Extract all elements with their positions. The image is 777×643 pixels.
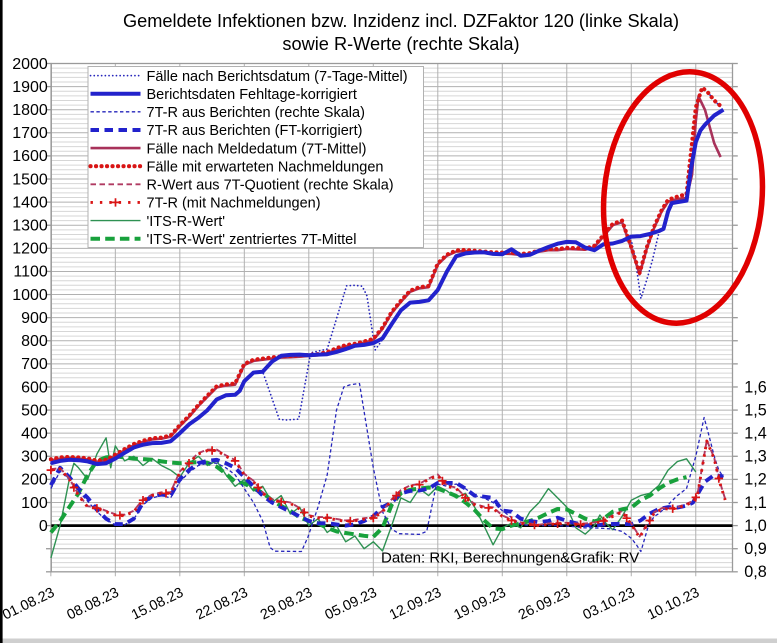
- svg-text:1400: 1400: [12, 194, 48, 211]
- svg-text:26.09.23: 26.09.23: [516, 585, 573, 624]
- svg-text:'ITS-R-Wert' zentriertes 7T-Mi: 'ITS-R-Wert' zentriertes 7T-Mittel: [147, 232, 357, 248]
- svg-text:300: 300: [21, 449, 48, 466]
- svg-text:1200: 1200: [12, 241, 48, 258]
- svg-text:10.10.23: 10.10.23: [645, 585, 702, 624]
- svg-text:0: 0: [39, 518, 48, 535]
- svg-text:700: 700: [21, 356, 48, 373]
- svg-text:R-Wert aus 7T-Quotient (rechte: R-Wert aus 7T-Quotient (rechte Skala): [147, 178, 394, 194]
- svg-text:1100: 1100: [13, 264, 48, 281]
- svg-text:0,8: 0,8: [744, 563, 767, 581]
- svg-text:0,9: 0,9: [744, 540, 767, 558]
- svg-text:600: 600: [21, 379, 48, 396]
- svg-text:200: 200: [21, 472, 48, 489]
- svg-text:1,6: 1,6: [744, 378, 767, 396]
- svg-text:1,2: 1,2: [744, 471, 767, 489]
- svg-text:1,0: 1,0: [744, 517, 767, 535]
- svg-text:900: 900: [21, 310, 48, 327]
- svg-text:Fälle nach Meldedatum (7T-Mitt: Fälle nach Meldedatum (7T-Mittel): [147, 141, 367, 157]
- svg-text:1,5: 1,5: [744, 401, 767, 419]
- svg-text:05.09.23: 05.09.23: [323, 585, 380, 624]
- svg-text:1000: 1000: [12, 287, 48, 304]
- svg-text:1600: 1600: [12, 148, 48, 165]
- svg-text:29.08.23: 29.08.23: [258, 585, 315, 624]
- svg-text:Fälle nach Berichtsdatum (7-Ta: Fälle nach Berichtsdatum (7-Tage-Mittel): [147, 69, 408, 85]
- svg-text:22.08.23: 22.08.23: [194, 585, 251, 624]
- svg-text:03.10.23: 03.10.23: [581, 585, 638, 624]
- svg-text:19.09.23: 19.09.23: [452, 585, 509, 624]
- svg-text:7T-R aus Berichten (rechte Ska: 7T-R aus Berichten (rechte Skala): [147, 105, 365, 121]
- svg-text:sowie R-Werte (rechte Skala): sowie R-Werte (rechte Skala): [282, 34, 519, 54]
- svg-text:15.08.23: 15.08.23: [129, 585, 186, 624]
- svg-text:1,4: 1,4: [744, 425, 767, 443]
- svg-text:2000: 2000: [12, 56, 48, 73]
- svg-text:500: 500: [21, 402, 48, 419]
- svg-text:400: 400: [21, 426, 48, 443]
- svg-text:12.09.23: 12.09.23: [387, 585, 444, 624]
- svg-text:01.08.23: 01.08.23: [0, 585, 57, 624]
- svg-text:1800: 1800: [12, 102, 48, 119]
- svg-text:100: 100: [21, 495, 48, 512]
- svg-text:'ITS-R-Wert': 'ITS-R-Wert': [147, 214, 226, 230]
- svg-text:1300: 1300: [12, 218, 48, 235]
- svg-text:Daten: RKI, Berechnungen&Grafi: Daten: RKI, Berechnungen&Grafik: RV: [381, 550, 639, 567]
- svg-text:1900: 1900: [12, 79, 48, 96]
- svg-text:1500: 1500: [12, 171, 48, 188]
- svg-text:Fälle mit erwarteten Nachmeldu: Fälle mit erwarteten Nachmeldungen: [147, 159, 384, 175]
- svg-text:7T-R aus Berichten (FT-korrigi: 7T-R aus Berichten (FT-korrigiert): [147, 123, 363, 139]
- svg-text:1,3: 1,3: [744, 448, 767, 466]
- svg-text:1,1: 1,1: [744, 494, 767, 512]
- svg-text:Berichtsdaten Fehltage-korrigi: Berichtsdaten Fehltage-korrigiert: [147, 87, 357, 103]
- svg-text:08.08.23: 08.08.23: [65, 585, 122, 624]
- svg-text:800: 800: [21, 333, 48, 350]
- svg-text:Gemeldete Infektionen bzw. Inz: Gemeldete Infektionen bzw. Inzidenz incl…: [123, 11, 679, 31]
- svg-text:1700: 1700: [12, 125, 48, 142]
- svg-text:7T-R (mit Nachmeldungen): 7T-R (mit Nachmeldungen): [147, 196, 321, 212]
